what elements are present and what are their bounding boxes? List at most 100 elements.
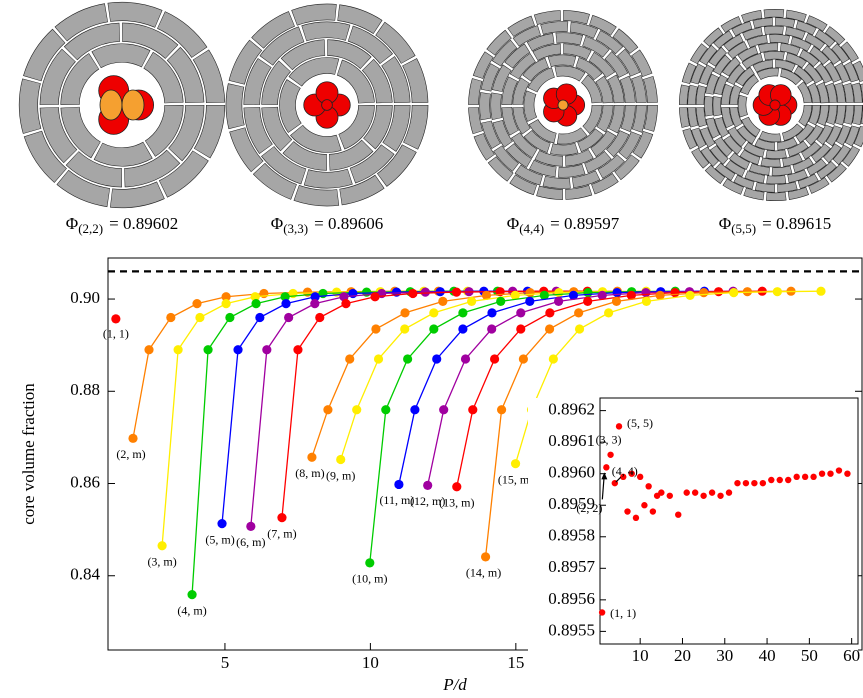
data-point	[642, 297, 651, 306]
y-tick-label: 0.8955	[548, 620, 595, 639]
data-point	[516, 308, 525, 317]
y-tick-label: 0.8961	[548, 431, 595, 450]
data-point	[195, 313, 204, 322]
phi-subscript: (3,3)	[283, 221, 308, 236]
data-point	[785, 477, 791, 483]
x-tick-label: 30	[716, 646, 733, 665]
data-point	[410, 405, 419, 414]
point-annotation: (5, 5)	[627, 416, 653, 430]
phi-symbol: Φ	[719, 214, 731, 233]
data-point	[836, 467, 842, 473]
data-point	[658, 489, 664, 495]
series-label: (6, m)	[236, 535, 265, 549]
data-point	[616, 423, 622, 429]
data-point	[496, 297, 505, 306]
data-point	[487, 324, 496, 333]
phi-value: = 0.89597	[550, 214, 620, 233]
x-tick-label: 20	[674, 646, 691, 665]
data-point	[773, 287, 782, 296]
data-point	[844, 470, 850, 476]
data-point	[497, 405, 506, 414]
core-center	[558, 100, 568, 110]
data-point	[604, 308, 613, 317]
y-axis-label: core volume fraction	[19, 383, 38, 525]
data-point	[481, 552, 490, 561]
core-center	[100, 90, 122, 120]
data-point	[583, 297, 592, 306]
phi-symbol: Φ	[66, 214, 78, 233]
data-point	[699, 288, 708, 297]
data-point	[293, 345, 302, 354]
point-annotation: (2, 2)	[576, 501, 602, 515]
phi-subscript: (2,2)	[78, 221, 103, 236]
x-tick-label: 10	[632, 646, 649, 665]
data-point	[192, 299, 201, 308]
data-point	[549, 354, 558, 363]
data-point	[726, 489, 732, 495]
data-point	[685, 291, 694, 300]
series-label: (4, m)	[177, 603, 206, 617]
data-point	[519, 354, 528, 363]
x-tick-label: 50	[801, 646, 818, 665]
data-point	[394, 480, 403, 489]
data-point	[166, 313, 175, 322]
data-point	[751, 480, 757, 486]
phi-symbol: Φ	[507, 214, 519, 233]
phi-subscript: (5,5)	[731, 221, 756, 236]
data-point	[729, 288, 738, 297]
data-point	[487, 308, 496, 317]
data-point	[545, 324, 554, 333]
data-point	[370, 292, 379, 301]
data-point	[423, 481, 432, 490]
data-point	[468, 405, 477, 414]
data-point	[525, 297, 534, 306]
data-point	[225, 313, 234, 322]
series-label: (7, m)	[267, 526, 296, 540]
core-center	[322, 100, 333, 111]
data-point	[760, 480, 766, 486]
x-tick-label: 40	[759, 646, 776, 665]
data-point	[810, 474, 816, 480]
data-point	[554, 297, 563, 306]
series-label: (10, m)	[352, 572, 387, 586]
x-tick-label: 60	[843, 646, 860, 665]
data-point	[612, 297, 621, 306]
data-point	[802, 474, 808, 480]
core-center	[122, 90, 144, 120]
data-point	[709, 489, 715, 495]
y-tick-label: 0.8957	[548, 557, 595, 576]
series-label: (15, m)	[498, 472, 533, 486]
data-point	[374, 354, 383, 363]
data-point	[793, 474, 799, 480]
data-point	[607, 452, 613, 458]
data-point	[624, 508, 630, 514]
series-label: (5, m)	[205, 532, 234, 546]
data-point	[645, 483, 651, 489]
y-tick-label: 0.8960	[548, 463, 595, 482]
data-point	[768, 477, 774, 483]
y-tick-label: 0.8962	[548, 400, 595, 419]
data-point	[438, 297, 447, 306]
data-point	[599, 609, 605, 615]
series-label: (1, 1)	[103, 327, 129, 341]
data-point	[323, 405, 332, 414]
data-point	[400, 324, 409, 333]
series-label: (3, m)	[147, 555, 176, 569]
data-point	[251, 299, 260, 308]
phi-value: = 0.89606	[314, 214, 383, 233]
data-point	[255, 313, 264, 322]
data-point	[432, 354, 441, 363]
data-point	[684, 489, 690, 495]
data-point	[277, 513, 286, 522]
data-point	[583, 288, 592, 297]
x-axis-label: P/d	[442, 675, 467, 694]
data-point	[827, 470, 833, 476]
series-label: (2, m)	[116, 447, 145, 461]
data-point	[670, 288, 679, 297]
data-point	[222, 299, 231, 308]
data-point	[429, 308, 438, 317]
data-point	[452, 482, 461, 491]
y-tick-label: 0.8956	[548, 589, 595, 608]
data-point	[187, 590, 196, 599]
data-point	[717, 493, 723, 499]
